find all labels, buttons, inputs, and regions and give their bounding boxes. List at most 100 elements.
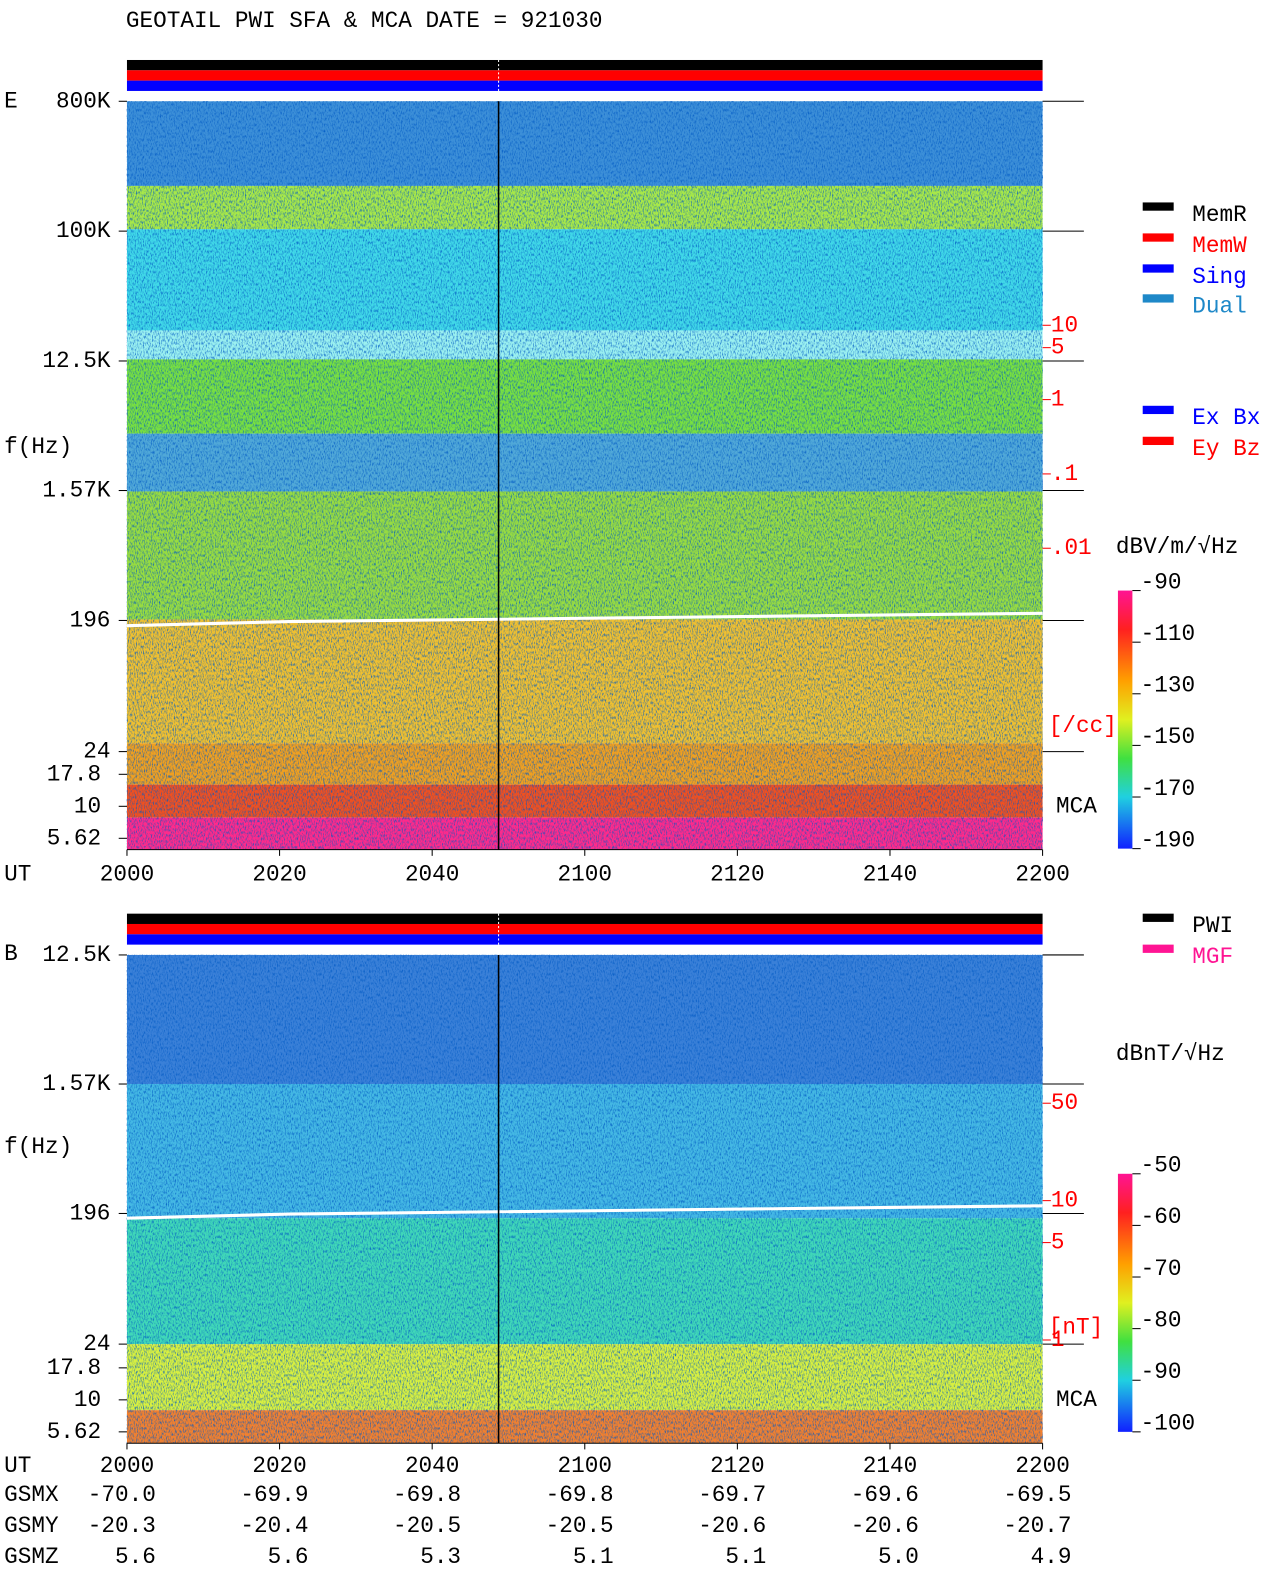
legend-swatch xyxy=(1142,436,1174,446)
density-tick-label: 1 xyxy=(1051,387,1065,413)
y-tick-label: 12.5K xyxy=(42,942,110,968)
x-tick-label: 2020 xyxy=(252,1453,306,1479)
y-tick-label: 196 xyxy=(70,1200,111,1226)
legend-label: PWI xyxy=(1192,913,1233,939)
orbit-value: -20.5 xyxy=(546,1513,614,1539)
legend-swatch xyxy=(1142,944,1174,953)
orbit-value: -20.6 xyxy=(698,1513,766,1539)
orbit-value: -70.0 xyxy=(88,1482,156,1508)
x-tick-label: 2100 xyxy=(558,1453,612,1479)
colorbar-tick-label: -70 xyxy=(1141,1256,1182,1282)
status-bar xyxy=(126,80,1043,91)
orbit-value: -69.8 xyxy=(546,1482,614,1508)
orbit-value: 4.9 xyxy=(1031,1544,1072,1570)
colorbar-title: dBV/m/√Hz xyxy=(1116,534,1239,560)
density-tick-label: 1 xyxy=(1051,1327,1065,1353)
y-axis-label: f(Hz) xyxy=(4,1134,72,1160)
orbit-label: GSMX xyxy=(4,1482,59,1508)
colorbar-tick-label: -80 xyxy=(1141,1307,1182,1333)
orbit-value: -20.7 xyxy=(1003,1513,1071,1539)
mca-tick-label: 5.62 xyxy=(47,825,101,851)
density-tick-label: .1 xyxy=(1051,461,1078,487)
colorbar-title: dBnT/√Hz xyxy=(1116,1041,1225,1067)
y-axis-label: f(Hz) xyxy=(4,434,72,460)
y-tick-label: 1.57K xyxy=(42,1071,110,1097)
orbit-value: -20.4 xyxy=(240,1513,308,1539)
legend-label: MemW xyxy=(1192,233,1247,259)
status-bar xyxy=(126,923,1043,935)
x-tick-label: 2040 xyxy=(405,1453,459,1479)
x-tick-label: 2000 xyxy=(100,861,154,887)
legend-swatch xyxy=(1142,294,1174,303)
panel-label: B xyxy=(4,941,18,967)
density-tick-label: 5 xyxy=(1051,1230,1065,1256)
x-tick-label: 2120 xyxy=(710,1453,764,1479)
orbit-value: 5.1 xyxy=(725,1544,766,1570)
orbit-value: 5.6 xyxy=(115,1544,156,1570)
y-tick-label: 196 xyxy=(70,607,111,633)
plasma-line xyxy=(126,1204,1043,1220)
y-tick-label: 800K xyxy=(56,88,111,114)
mca-label: MCA xyxy=(1056,1387,1097,1413)
colorbar-tick-label: -170 xyxy=(1141,776,1195,802)
orbit-value: 5.1 xyxy=(573,1544,614,1570)
density-tick-label: 5 xyxy=(1051,335,1065,361)
mca-tick-label: 17.8 xyxy=(47,1355,101,1381)
status-bar xyxy=(126,59,1043,71)
legend-swatch xyxy=(1142,913,1174,922)
colorbar-tick-label: -100 xyxy=(1141,1411,1195,1437)
orbit-value: 5.0 xyxy=(878,1544,919,1570)
colorbar xyxy=(1117,590,1133,849)
y-tick-label: 24 xyxy=(83,739,110,765)
y-tick-label: 100K xyxy=(56,218,111,244)
mca-tick-label: 10 xyxy=(74,793,101,819)
legend-label: Ex Bx xyxy=(1192,405,1260,431)
orbit-value: -69.6 xyxy=(851,1482,919,1508)
legend-label: Ey Bz xyxy=(1192,436,1260,462)
density-tick-label: 10 xyxy=(1051,312,1078,338)
status-bar xyxy=(126,70,1043,81)
density-tick-label: 10 xyxy=(1051,1188,1078,1214)
density-unit: [/cc] xyxy=(1049,713,1117,739)
x-tick-label: 2120 xyxy=(710,861,764,887)
x-axis-label: UT xyxy=(4,1453,31,1479)
x-axis-label: UT xyxy=(4,861,31,887)
orbit-value: -20.5 xyxy=(393,1513,461,1539)
spectrum-noise xyxy=(126,101,1043,850)
legend-label: Dual xyxy=(1192,294,1246,320)
colorbar-tick-label: -90 xyxy=(1141,1359,1182,1385)
colorbar-tick-label: -130 xyxy=(1141,673,1195,699)
mca-tick-label: 10 xyxy=(74,1387,101,1413)
y-tick-label: 1.57K xyxy=(42,478,110,504)
status-bar xyxy=(126,913,1043,924)
density-tick-label: .01 xyxy=(1051,535,1092,561)
colorbar-tick-label: -90 xyxy=(1141,569,1182,595)
orbit-value: 5.3 xyxy=(420,1544,461,1570)
orbit-value: 5.6 xyxy=(268,1544,309,1570)
x-tick-label: 2100 xyxy=(558,861,612,887)
colorbar-tick-label: -190 xyxy=(1141,827,1195,853)
legend-swatch xyxy=(1142,264,1174,273)
x-tick-label: 2140 xyxy=(863,1453,917,1479)
x-tick-label: 2000 xyxy=(100,1453,154,1479)
colorbar-tick-label: -60 xyxy=(1141,1204,1182,1230)
spectrum-noise xyxy=(126,954,1043,1444)
orbit-label: GSMY xyxy=(4,1513,59,1539)
x-tick-label: 2200 xyxy=(1015,861,1069,887)
y-tick-label: 24 xyxy=(83,1331,110,1357)
orbit-value: -69.5 xyxy=(1003,1482,1071,1508)
colorbar-tick-label: -110 xyxy=(1141,621,1195,647)
panel-label: E xyxy=(4,88,18,114)
y-tick-label: 12.5K xyxy=(42,348,110,374)
x-tick-label: 2140 xyxy=(863,861,917,887)
legend-label: Sing xyxy=(1192,264,1246,290)
figure-title: GEOTAIL PWI SFA & MCA DATE = 921030 xyxy=(126,8,603,34)
x-tick-label: 2020 xyxy=(252,861,306,887)
legend-label: MGF xyxy=(1192,944,1233,970)
colorbar-tick-label: -50 xyxy=(1141,1153,1182,1179)
mca-tick-label: 17.8 xyxy=(47,761,101,787)
orbit-value: -69.8 xyxy=(393,1482,461,1508)
orbit-value: -69.7 xyxy=(698,1482,766,1508)
